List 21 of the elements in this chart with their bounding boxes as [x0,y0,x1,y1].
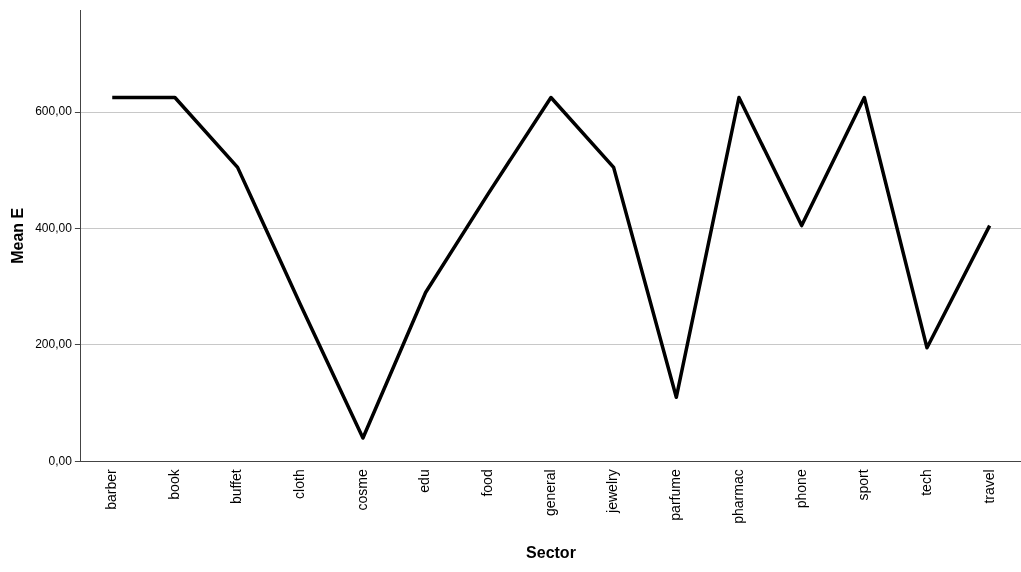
y-tick-label: 0,00 [48,453,73,468]
x-tick-label: travel [980,469,997,504]
x-tick-label: parfume [667,469,684,521]
y-axis-title: Mean E [9,207,27,264]
y-tick-label: 200,00 [35,337,73,352]
x-tick-label: tech [917,469,934,496]
x-tick-label: edu [416,469,433,493]
x-tick-label: food [479,469,496,497]
x-tick-label: jewelry [604,469,621,514]
x-tick-label: pharmac [729,469,746,524]
x-tick-label: general [541,469,558,517]
x-axis-title: Sector [526,543,576,561]
x-tick-label: phone [792,469,809,509]
x-tick-label: barber [103,468,120,510]
x-tick-label: cosme [353,469,370,511]
x-tick-label: book [165,468,182,500]
y-tick-label: 400,00 [35,220,73,235]
x-tick-label: buffet [228,469,245,505]
y-tick-label: 600,00 [35,104,73,119]
x-tick-label: cloth [291,469,308,499]
x-tick-label: sport [855,469,872,501]
